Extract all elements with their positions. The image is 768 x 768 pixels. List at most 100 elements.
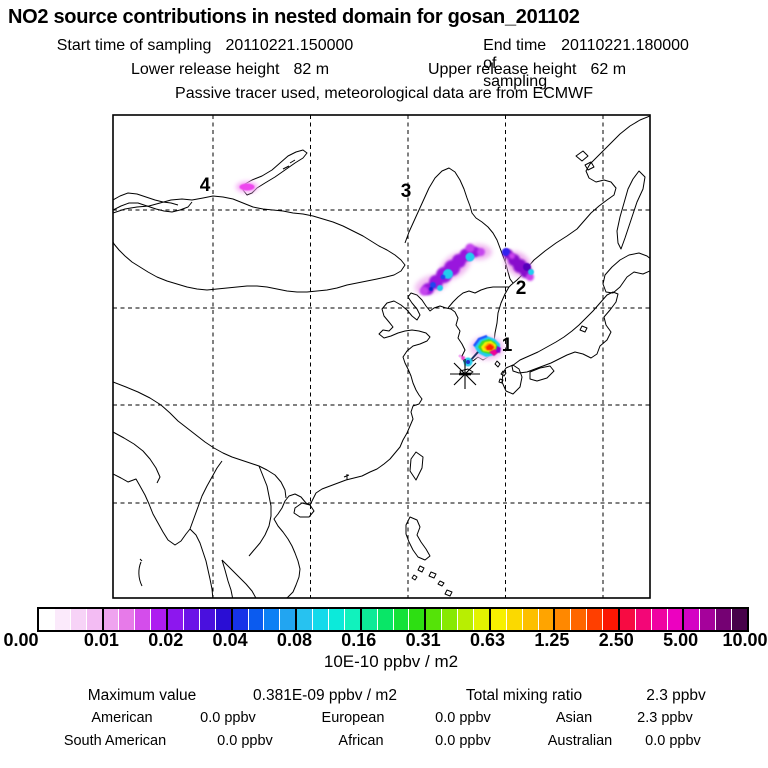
colorbar-cell bbox=[619, 609, 636, 630]
sampling-end: End time of sampling 20110221.180000 bbox=[483, 37, 689, 91]
colorbar-cell bbox=[442, 609, 459, 630]
colorbar-cell bbox=[426, 609, 443, 630]
contribution-value: 0.0 ppbv bbox=[435, 710, 491, 726]
colorbar-cell bbox=[119, 609, 136, 630]
colorbar-tick: 0.00 bbox=[3, 630, 39, 650]
colorbar-cell bbox=[168, 609, 184, 630]
sampling-end-value: 20110221.180000 bbox=[561, 37, 689, 54]
contribution-label: European bbox=[321, 710, 385, 726]
colorbar-cell bbox=[70, 609, 87, 630]
max-value-label: Maximum value bbox=[87, 687, 197, 704]
colorbar-tick-labels: 0.00 0.01 0.02 0.04 0.08 0.16 0.31 0.63 1.25 2.50… bbox=[3, 630, 767, 650]
contribution-label: South American bbox=[63, 733, 167, 749]
colorbar-cell bbox=[54, 609, 71, 630]
contribution-value: 2.3 ppbv bbox=[637, 710, 693, 726]
colorbar-cell bbox=[328, 609, 345, 630]
receptor-star-icon bbox=[450, 359, 480, 389]
plume-marker-2: 2 bbox=[516, 278, 527, 299]
colorbar-tick: 0.02 bbox=[148, 630, 184, 650]
colorbar-segment bbox=[682, 609, 748, 630]
colorbar-cell bbox=[377, 609, 394, 630]
colorbar-cell bbox=[103, 609, 120, 630]
total-mixing-ratio-label: Total mixing ratio bbox=[465, 687, 583, 704]
colorbar-cell bbox=[684, 609, 701, 630]
tracer-note: Passive tracer used, meteorological data… bbox=[175, 85, 593, 102]
colorbar-cell bbox=[183, 609, 200, 630]
colorbar-cell bbox=[587, 609, 604, 630]
colorbar-cell bbox=[473, 609, 489, 630]
colorbar-cell bbox=[732, 609, 748, 630]
colorbar-tick: 0.08 bbox=[276, 630, 312, 650]
colorbar-cell bbox=[409, 609, 425, 630]
colorbar-cell bbox=[571, 609, 588, 630]
colorbar-cell bbox=[280, 609, 296, 630]
colorbar-tick: 0.04 bbox=[212, 630, 248, 650]
colorbar-tick: 0.31 bbox=[405, 630, 441, 650]
colorbar-cell bbox=[215, 609, 231, 630]
colorbar-cell bbox=[716, 609, 733, 630]
colorbar-tick: 1.25 bbox=[534, 630, 570, 650]
colorbar-cell bbox=[135, 609, 152, 630]
contribution-label: African bbox=[338, 733, 384, 749]
colorbar-segment bbox=[488, 609, 554, 630]
colorbar-cell bbox=[538, 609, 554, 630]
plume-baikal bbox=[236, 181, 258, 193]
contribution-label: Australian bbox=[547, 733, 613, 749]
colorbar-unit: 10E-10 ppbv / m2 bbox=[323, 652, 459, 671]
colorbar-tick: 2.50 bbox=[598, 630, 634, 650]
dispersion-map: 1 2 3 4 bbox=[112, 114, 651, 599]
contribution-label: Asian bbox=[555, 710, 593, 726]
upper-release-label: Upper release height bbox=[427, 61, 577, 78]
colorbar-cell bbox=[297, 609, 314, 630]
colorbar-cell bbox=[651, 609, 668, 630]
upper-release-value: 62 m bbox=[590, 61, 627, 78]
colorbar bbox=[37, 607, 749, 632]
sampling-end-label: End time of sampling bbox=[483, 37, 548, 90]
colorbar-segment bbox=[166, 609, 231, 630]
colorbar-cell bbox=[667, 609, 683, 630]
plume-primorye bbox=[502, 248, 534, 281]
colorbar-tick: 10.00 bbox=[722, 630, 768, 650]
contribution-value: 0.0 ppbv bbox=[217, 733, 273, 749]
colorbar-cell bbox=[603, 609, 618, 630]
plume-marker-3: 3 bbox=[401, 181, 412, 202]
colorbar-cell bbox=[393, 609, 410, 630]
colorbar-cell bbox=[555, 609, 572, 630]
colorbar-tick: 0.16 bbox=[341, 630, 377, 650]
sampling-start: Start time of sampling 20110221.150000 bbox=[57, 37, 354, 55]
colorbar-cell bbox=[361, 609, 378, 630]
plume-manchuria-streak bbox=[414, 243, 492, 296]
map-svg: 1 2 3 4 bbox=[112, 114, 651, 599]
upper-release-height: Upper release height 62 m bbox=[428, 61, 626, 79]
colorbar-cell bbox=[458, 609, 474, 630]
colorbar-cell bbox=[506, 609, 523, 630]
plume-marker-4: 4 bbox=[200, 175, 211, 196]
colorbar-cell bbox=[522, 609, 539, 630]
plume-korea bbox=[458, 334, 504, 367]
colorbar-segment bbox=[295, 609, 360, 630]
colorbar-segment bbox=[617, 609, 683, 630]
map-border bbox=[112, 114, 651, 599]
lower-release-height: Lower release height 82 m bbox=[131, 61, 329, 79]
contribution-value: 0.0 ppbv bbox=[645, 733, 701, 749]
colorbar-cell bbox=[490, 609, 507, 630]
sampling-start-label: Start time of sampling bbox=[56, 37, 212, 54]
colorbar-segment bbox=[424, 609, 489, 630]
country-borders bbox=[113, 167, 514, 557]
sampling-start-value: 20110221.150000 bbox=[225, 37, 354, 54]
colorbar-tick: 0.01 bbox=[83, 630, 119, 650]
colorbar-tick: 5.00 bbox=[663, 630, 699, 650]
colorbar-cell bbox=[344, 609, 360, 630]
colorbar-segment bbox=[101, 609, 167, 630]
colorbar-cell bbox=[39, 609, 55, 630]
colorbar-cell bbox=[700, 609, 717, 630]
coastlines bbox=[113, 115, 650, 598]
colorbar-cell bbox=[313, 609, 329, 630]
contribution-label: American bbox=[91, 710, 153, 726]
colorbar-tick: 0.63 bbox=[470, 630, 506, 650]
colorbar-segment bbox=[39, 609, 102, 630]
colorbar-cell bbox=[264, 609, 281, 630]
page-title: NO2 source contributions in nested domai… bbox=[8, 6, 580, 28]
lower-release-label: Lower release height bbox=[130, 61, 280, 78]
